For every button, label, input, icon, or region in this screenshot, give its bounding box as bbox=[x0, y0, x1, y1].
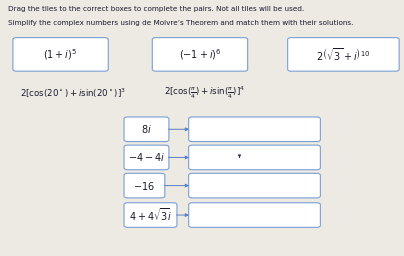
FancyBboxPatch shape bbox=[124, 117, 169, 142]
FancyBboxPatch shape bbox=[189, 117, 320, 142]
FancyBboxPatch shape bbox=[189, 145, 320, 170]
FancyBboxPatch shape bbox=[189, 203, 320, 227]
Text: $2[\cos(\frac{\pi}{4})+i\sin(\frac{\pi}{4})]^4$: $2[\cos(\frac{\pi}{4})+i\sin(\frac{\pi}{… bbox=[164, 84, 244, 101]
FancyBboxPatch shape bbox=[13, 77, 133, 108]
Text: $2[\cos(20^\circ)+i\sin(20^\circ)]^3$: $2[\cos(20^\circ)+i\sin(20^\circ)]^3$ bbox=[20, 86, 126, 100]
FancyBboxPatch shape bbox=[124, 145, 169, 170]
FancyBboxPatch shape bbox=[152, 38, 248, 71]
Text: $-16$: $-16$ bbox=[133, 180, 156, 191]
FancyBboxPatch shape bbox=[124, 203, 177, 227]
Text: Simplify the complex numbers using de Moivre’s Theorem and match them with their: Simplify the complex numbers using de Mo… bbox=[8, 20, 354, 26]
Text: $2\left(\sqrt{3}+i\right)^{10}$: $2\left(\sqrt{3}+i\right)^{10}$ bbox=[316, 46, 371, 63]
Text: Drag the tiles to the correct boxes to complete the pairs. Not all tiles will be: Drag the tiles to the correct boxes to c… bbox=[8, 6, 304, 12]
FancyBboxPatch shape bbox=[144, 77, 264, 108]
Text: $4+4\sqrt{3}i$: $4+4\sqrt{3}i$ bbox=[129, 207, 172, 223]
FancyBboxPatch shape bbox=[288, 38, 399, 71]
FancyBboxPatch shape bbox=[189, 173, 320, 198]
Text: $(-1+i)^6$: $(-1+i)^6$ bbox=[179, 47, 221, 62]
Text: $(1+i)^5$: $(1+i)^5$ bbox=[43, 47, 78, 62]
Text: $-4-4i$: $-4-4i$ bbox=[128, 152, 165, 163]
FancyBboxPatch shape bbox=[13, 38, 108, 71]
FancyBboxPatch shape bbox=[124, 173, 165, 198]
Text: $8i$: $8i$ bbox=[141, 123, 152, 135]
